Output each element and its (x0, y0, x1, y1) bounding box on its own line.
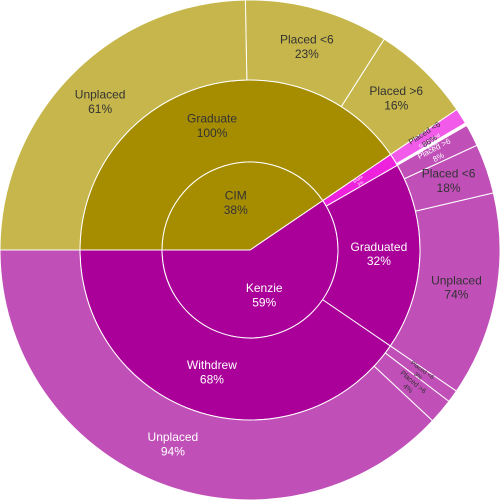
label-cim: CIM 38% (224, 189, 248, 217)
